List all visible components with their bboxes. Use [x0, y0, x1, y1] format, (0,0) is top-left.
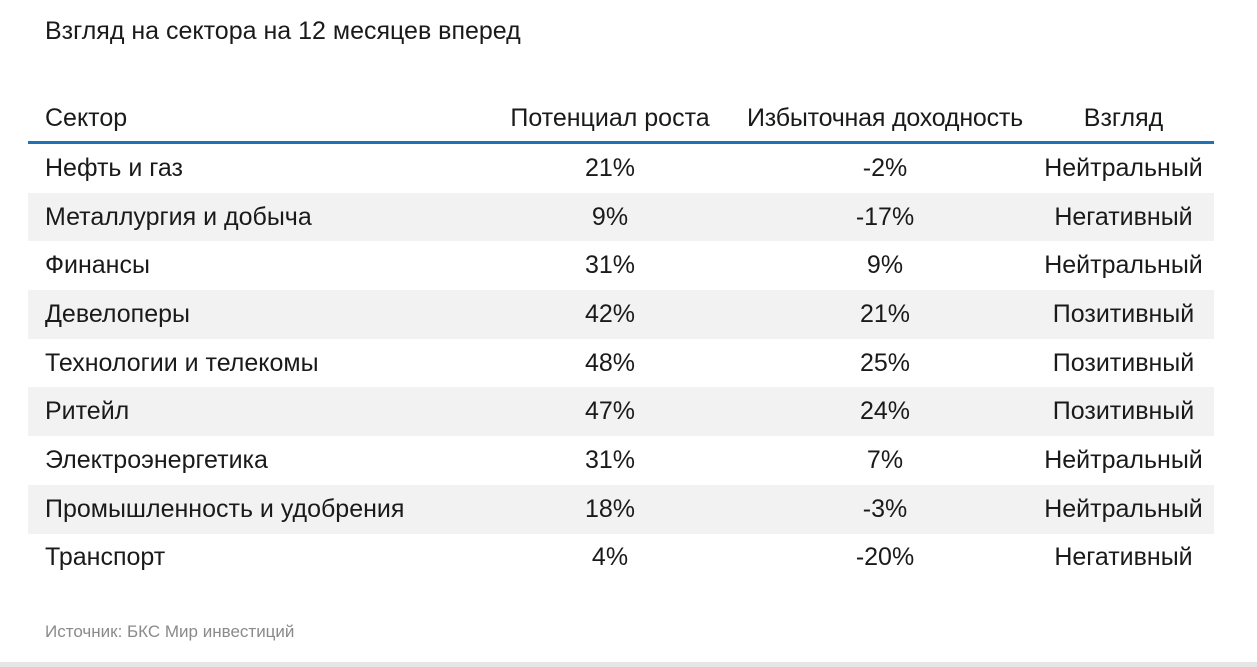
sector-table: Сектор Потенциал роста Избыточная доходн… [28, 96, 1214, 582]
cell-view: Негативный [1054, 202, 1193, 231]
cell-potential: 18% [584, 494, 636, 523]
cell-excess-return: -20% [855, 543, 915, 572]
cell-potential: 48% [584, 348, 636, 377]
cell-excess-return: 24% [859, 397, 911, 426]
cell-excess-return: -17% [855, 202, 915, 231]
table-row: Нефть и газ 21% -2% Нейтральный [28, 144, 1214, 193]
cell-view: Нейтральный [1044, 445, 1203, 474]
bottom-divider [0, 662, 1257, 667]
cell-excess-return: 21% [859, 299, 911, 328]
cell-potential: 21% [584, 153, 636, 182]
cell-excess-return: 9% [866, 251, 904, 280]
table-header-row: Сектор Потенциал роста Избыточная доходн… [28, 96, 1214, 144]
cell-view: Нейтральный [1044, 494, 1203, 523]
cell-sector: Финансы [45, 251, 150, 280]
page-title: Взгляд на сектора на 12 месяцев вперед [45, 17, 521, 45]
cell-sector: Электроэнергетика [45, 445, 268, 474]
table-row: Промышленность и удобрения 18% -3% Нейтр… [28, 484, 1214, 534]
cell-sector: Ритейл [45, 397, 130, 426]
cell-view: Позитивный [1052, 348, 1195, 377]
table-row: Финансы 31% 9% Нейтральный [28, 241, 1214, 290]
cell-excess-return: -2% [862, 153, 908, 182]
cell-excess-return: 7% [866, 445, 904, 474]
cell-potential: 42% [584, 299, 636, 328]
cell-excess-return: -3% [862, 494, 908, 523]
cell-view: Нейтральный [1044, 251, 1203, 280]
cell-sector: Девелоперы [45, 299, 190, 328]
column-header-excess-return: Избыточная доходность [746, 104, 1024, 132]
table-row: Металлургия и добыча 9% -17% Негативный [28, 192, 1214, 242]
cell-view: Позитивный [1052, 299, 1195, 328]
cell-view: Нейтральный [1044, 153, 1203, 182]
cell-excess-return: 25% [859, 348, 911, 377]
cell-potential: 31% [584, 445, 636, 474]
cell-sector: Промышленность и удобрения [45, 494, 405, 523]
table-row: Ритейл 47% 24% Позитивный [28, 387, 1214, 437]
cell-potential: 47% [584, 397, 636, 426]
table-row: Технологии и телекомы 48% 25% Позитивный [28, 339, 1214, 388]
cell-sector: Технологии и телекомы [45, 348, 319, 377]
cell-view: Негативный [1054, 543, 1193, 572]
table-row: Электроэнергетика 31% 7% Нейтральный [28, 436, 1214, 485]
cell-potential: 4% [591, 543, 629, 572]
cell-potential: 9% [591, 202, 629, 231]
source-note: Источник: БКС Мир инвестиций [45, 622, 295, 641]
column-header-potential: Потенциал роста [510, 104, 710, 132]
cell-sector: Транспорт [45, 543, 166, 572]
cell-potential: 31% [584, 251, 636, 280]
table-row: Транспорт 4% -20% Негативный [28, 534, 1214, 583]
cell-sector: Нефть и газ [45, 153, 183, 182]
column-header-sector: Сектор [45, 104, 128, 132]
cell-sector: Металлургия и добыча [45, 202, 312, 231]
column-header-view: Взгляд [1083, 104, 1164, 132]
cell-view: Позитивный [1052, 397, 1195, 426]
table-row: Девелоперы 42% 21% Позитивный [28, 290, 1214, 339]
